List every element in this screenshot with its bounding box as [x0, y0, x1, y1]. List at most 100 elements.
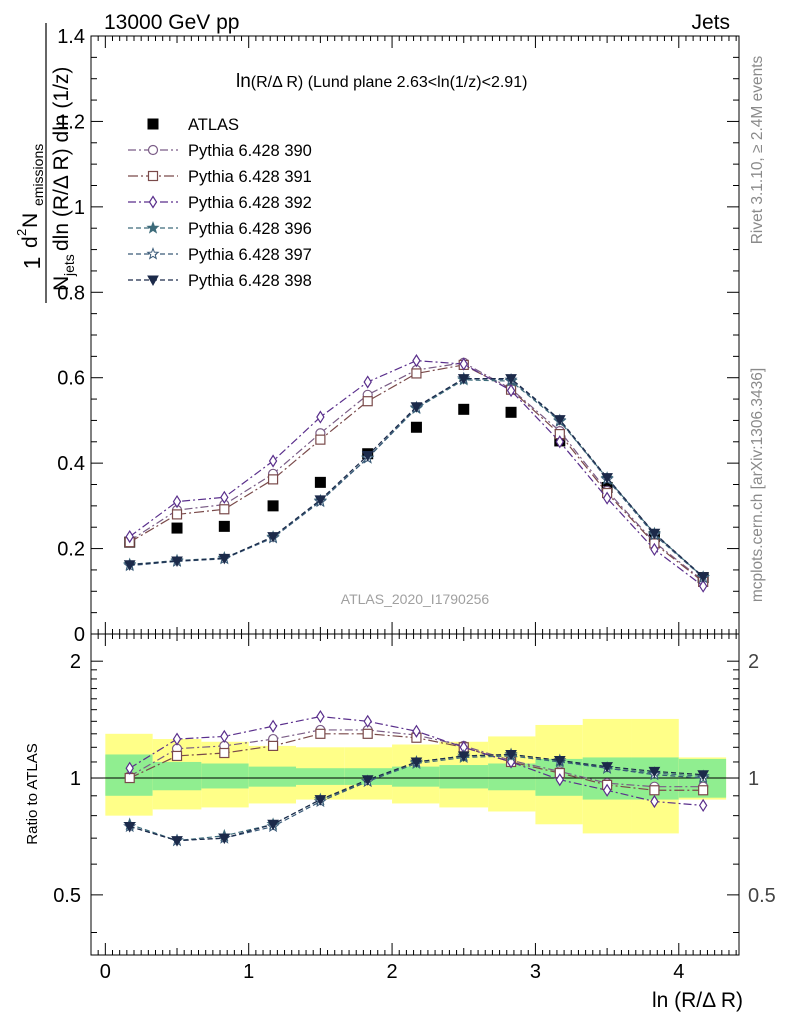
ratio-series-marker — [698, 785, 709, 796]
header-energy-label: 13000 GeV pp — [104, 11, 239, 34]
ratio-ytick-label: 2 — [70, 651, 81, 673]
ratio-ytick-label-right: 1 — [748, 768, 759, 790]
ratio-series-marker — [362, 728, 373, 739]
main-series-marker — [555, 435, 565, 449]
main-series-marker — [457, 374, 470, 385]
ratio-series-marker — [601, 762, 613, 773]
atlas-data-point — [314, 476, 326, 488]
ratio-band-inner — [152, 761, 202, 791]
main-series-marker — [125, 529, 134, 544]
legend-label: Pythia 6.428 398 — [188, 272, 312, 290]
ratio-ytick-label: 1 — [70, 768, 81, 790]
ylabel-denominator-jets: jets — [61, 254, 77, 277]
main-ytick-label: 0 — [74, 624, 85, 646]
ratio-series-marker — [555, 773, 565, 787]
ratio-series-marker — [361, 775, 374, 786]
ratio-series-marker — [314, 795, 327, 806]
atlas-data-point — [267, 500, 279, 512]
legend-marker — [147, 144, 159, 156]
main-x-ticks — [97, 36, 737, 634]
ylabel-denominator-N: N — [50, 276, 73, 291]
ratio-xtick-label: 1 — [243, 961, 254, 983]
ratio-band-inner — [488, 763, 536, 791]
legend-marker — [146, 221, 160, 234]
ratio-xtick-label: 0 — [100, 961, 111, 983]
main-y-axis-label: 1 N jets dln (R/Δ R) dln (1/z) d 2 N emi… — [14, 23, 77, 303]
ratio-series-marker — [697, 770, 710, 781]
ratio-series-marker — [171, 836, 183, 847]
ratio-xtick-label: 3 — [530, 961, 541, 983]
main-series-marker — [316, 410, 325, 424]
ratio-x-axis: 0 1 2 3 4 — [97, 634, 737, 983]
ratio-series-marker — [553, 755, 566, 767]
main-series-marker — [123, 560, 136, 571]
main-series-marker — [505, 374, 517, 385]
analysis-watermark: ATLAS_2020_I1790256 — [341, 591, 490, 607]
ratio-series-marker — [457, 751, 470, 762]
ratio-plot-frame — [90, 633, 740, 956]
main-series-marker — [220, 490, 229, 504]
ratio-series-marker — [363, 714, 372, 728]
atlas-data-point — [458, 403, 470, 415]
ratio-series-marker — [410, 757, 423, 768]
ratio-ytick-label: 0.5 — [53, 885, 81, 907]
main-ytick-label: 0.8 — [57, 282, 85, 304]
ylabel-numerator-1: 1 — [19, 257, 45, 270]
main-series-marker — [459, 357, 468, 371]
main-series-marker — [602, 491, 612, 505]
rivet-info-label: Rivet 3.1.10, ≥ 2.4M events — [749, 55, 766, 244]
ratio-series-marker — [218, 833, 231, 845]
ratio-series-marker — [650, 794, 659, 809]
legend-atlas-marker — [147, 118, 159, 130]
main-plot-title: ln(R/Δ R) (Lund plane 2.63<ln(1/z)<2.91) — [236, 71, 527, 92]
main-series-marker — [267, 532, 279, 543]
ratio-series-marker — [648, 766, 661, 778]
main-series-marker — [314, 495, 327, 506]
title-ln: ln — [236, 71, 251, 92]
ratio-series-marker — [267, 740, 279, 751]
ratio-series-marker — [698, 798, 708, 813]
atlas-data-point — [505, 406, 517, 418]
ratio-band-inner — [392, 766, 440, 787]
main-ytick-label: 1 — [74, 197, 85, 219]
main-series-marker — [363, 375, 372, 389]
ratio-series-marker — [268, 719, 278, 733]
x-axis-label: ln (R/Δ R) — [652, 989, 743, 1012]
main-ytick-label: 0.2 — [57, 539, 85, 561]
ylabel-numerator-N: N — [19, 213, 42, 228]
main-ytick-label: 1.2 — [57, 111, 85, 133]
ratio-series-marker — [124, 772, 135, 784]
ratio-y-axis-label: Ratio to ATLAS — [24, 743, 41, 844]
ratio-series-marker — [602, 783, 612, 797]
ratio-series-marker — [267, 819, 279, 831]
header-jets-label: Jets — [691, 11, 730, 34]
main-series-marker — [315, 434, 326, 445]
main-series-line — [129, 362, 704, 582]
legend-label: Pythia 6.428 391 — [188, 168, 312, 186]
main-series-group — [123, 354, 710, 593]
main-ytick-label: 0.4 — [57, 453, 85, 475]
ratio-band-inner — [201, 763, 249, 789]
main-series-marker — [171, 556, 183, 567]
main-series-marker — [698, 579, 708, 593]
ratio-series-marker — [123, 822, 136, 833]
ratio-y-axis: 0.5 0.5 1 1 2 2 — [53, 651, 776, 933]
main-series-marker — [506, 383, 516, 398]
ratio-series-marker — [649, 785, 660, 796]
ratio-ytick-label-right: 2 — [748, 651, 759, 673]
ratio-xtick-label: 2 — [386, 961, 397, 983]
main-series-marker — [172, 494, 182, 509]
ratio-series-marker — [316, 709, 325, 724]
ratio-xtick-label: 4 — [673, 961, 684, 983]
main-series-line — [129, 364, 704, 583]
ratio-band-inner — [296, 768, 345, 785]
ratio-series-marker — [125, 761, 134, 775]
ratio-series-marker — [171, 750, 183, 762]
mcplots-label: mcplots.cern.ch [arXiv:1306.3436] — [749, 368, 766, 602]
legend-label: Pythia 6.428 392 — [188, 194, 312, 212]
ratio-series-marker — [220, 729, 229, 744]
legend-label: Pythia 6.428 397 — [188, 246, 312, 264]
main-series-marker — [362, 396, 373, 407]
legend-label: ATLAS — [188, 116, 239, 134]
main-series-marker — [268, 454, 278, 468]
